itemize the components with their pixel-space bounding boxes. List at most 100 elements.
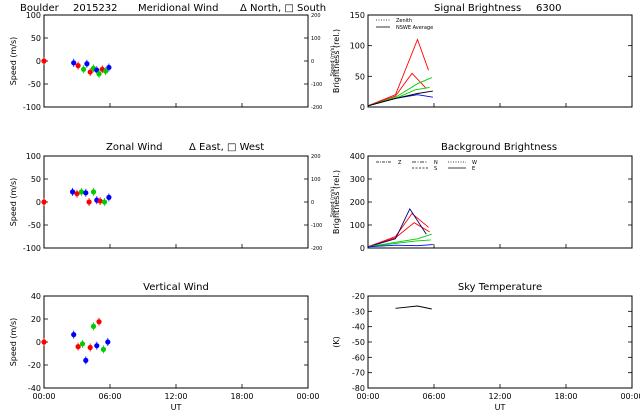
title-sky-temp: Sky Temperature: [458, 282, 542, 293]
y-tick-label: 200: [350, 198, 365, 207]
data-point: [71, 332, 77, 338]
x-axis-label: UT: [171, 403, 182, 412]
x-tick-label: 12:00: [164, 392, 187, 401]
y-ticks-left: 400 300 200 100 0: [350, 152, 632, 253]
data-point: [103, 68, 109, 74]
meridional-wind-panel: Boulder 2015232 Meridional Wind Δ North,…: [9, 3, 336, 112]
data-point: [101, 199, 108, 205]
y-tick-label: -20: [28, 361, 41, 370]
y-tick-label: -70: [352, 369, 365, 378]
data-point: [96, 319, 102, 325]
legend-label-s: S: [434, 166, 437, 172]
series-line: [367, 38, 429, 107]
legend-label-z: Z: [398, 160, 402, 166]
y-tick-label: -40: [28, 384, 41, 393]
y-axis-label: Brightness (rel.): [332, 29, 341, 93]
plot-frame: [367, 155, 633, 249]
legend-label-nswe: NSWE Average: [396, 25, 433, 31]
data-lines: [367, 38, 433, 107]
y-tick-label: -80: [352, 384, 365, 393]
y-ticks-left: 150 100 50 0: [350, 11, 632, 112]
title-date: 2015232: [73, 3, 118, 14]
series-line: [367, 239, 431, 248]
title-meridional: Meridional Wind: [138, 3, 218, 14]
data-point: [81, 66, 87, 72]
background-brightness-panel: Background Brightness Brightness (rel.) …: [332, 142, 633, 253]
y-axis-label: Speed (m/s): [9, 318, 18, 367]
y-axis-label-right: Speed (m/s): [330, 46, 336, 76]
data-points: [41, 317, 111, 365]
series-line: [367, 244, 433, 248]
x-tick-label: 18:00: [554, 392, 577, 401]
x-tick-label: 12:00: [488, 392, 511, 401]
y-ticks-left: 100 50 0 -50 -100: [23, 11, 308, 112]
y-tick-label: 20: [31, 315, 41, 324]
series-line: [367, 212, 429, 248]
data-point: [74, 191, 80, 197]
data-point: [87, 69, 93, 75]
y-tick-label: -20: [352, 292, 365, 301]
data-point: [79, 341, 86, 347]
y-tick-label: 100: [350, 221, 365, 230]
series-line: [367, 72, 427, 107]
title-signal: Signal Brightness: [434, 3, 521, 14]
data-lines: [395, 305, 432, 310]
y-tick-label-right: 100: [311, 177, 321, 183]
data-lines: [367, 207, 433, 248]
y-tick-label-right: 0: [311, 200, 314, 206]
vertical-wind-panel: Vertical Wind Speed (m/s) UT 40 20 0 -20 -40…: [9, 282, 320, 412]
data-point: [71, 60, 77, 66]
data-point: [41, 58, 47, 64]
data-point: [97, 198, 103, 204]
title-zonal: Zonal Wind: [106, 142, 163, 153]
y-tick-label-right: 100: [311, 36, 321, 42]
data-point: [100, 346, 106, 352]
x-tick-label: 00:00: [296, 392, 319, 401]
series-line: [367, 77, 432, 107]
y-tick-label-right: 0: [311, 59, 314, 65]
y-tick-label: -50: [28, 80, 41, 89]
title-site: Boulder: [20, 3, 60, 14]
y-tick-label: 50: [31, 34, 41, 43]
data-points: [41, 187, 112, 206]
x-tick-label: 18:00: [230, 392, 253, 401]
y-tick-label-right: -100: [311, 223, 322, 229]
y-tick-label-right: -100: [311, 82, 322, 88]
data-point: [96, 71, 102, 77]
signal-brightness-panel: Signal Brightness 6300 Brightness (rel.)…: [332, 3, 633, 112]
x-axis-label: UT: [495, 403, 506, 412]
data-point: [78, 189, 84, 195]
y-tick-label-right: 200: [311, 154, 321, 160]
title-wavelength: 6300: [536, 3, 561, 14]
x-tick-label: 00:00: [32, 392, 55, 401]
title-background: Background Brightness: [441, 142, 557, 153]
x-ticks: 00:00 06:00 12:00 18:00 00:00: [356, 384, 640, 401]
data-point: [94, 343, 100, 349]
zonal-wind-panel: Zonal Wind Δ East, □ West Speed (m/s) Sp…: [9, 142, 336, 253]
plot-frame: [367, 295, 633, 389]
y-tick-label: 40: [31, 292, 41, 301]
y-tick-label: -50: [28, 221, 41, 230]
y-axis-label: Speed (m/s): [9, 37, 18, 86]
y-tick-label: 50: [355, 72, 365, 81]
y-tick-label: 400: [350, 152, 365, 161]
y-tick-label: -40: [352, 323, 365, 332]
y-tick-label: -100: [23, 103, 41, 112]
y-tick-label-right: 200: [311, 13, 321, 19]
series-line: [395, 305, 432, 310]
plot-frame: [43, 155, 309, 249]
data-points: [41, 57, 112, 78]
data-point: [87, 344, 93, 351]
legend-label-e: E: [472, 166, 475, 172]
y-tick-label: 100: [26, 11, 41, 20]
x-tick-label: 00:00: [620, 392, 640, 401]
data-point: [90, 323, 97, 329]
y-axis-label: Speed (m/s): [9, 178, 18, 227]
legend-label-w: W: [472, 160, 477, 166]
y-tick-label: 100: [26, 152, 41, 161]
legend-label-zenith: Zenith: [396, 18, 412, 24]
series-line: [367, 207, 427, 248]
plot-frame: [43, 14, 309, 108]
y-tick-label: 100: [350, 42, 365, 51]
